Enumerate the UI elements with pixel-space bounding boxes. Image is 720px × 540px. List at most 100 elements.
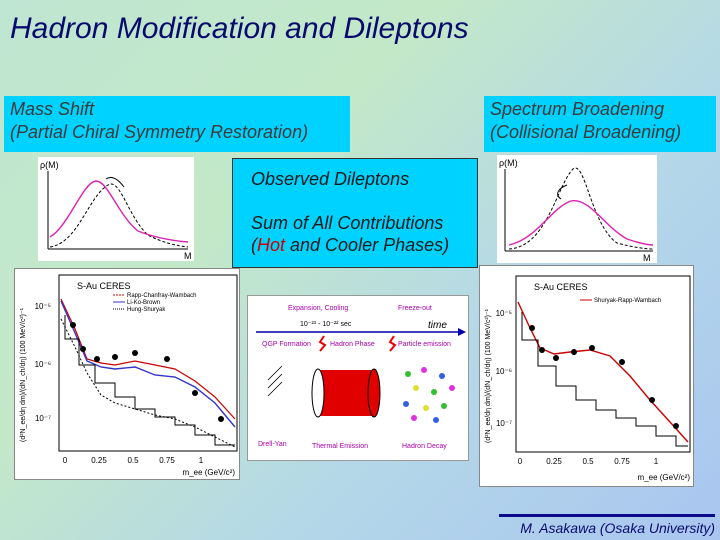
thermal-label: Thermal Emission	[312, 443, 368, 450]
plot-frame	[58, 274, 238, 452]
curve-rcw	[60, 298, 236, 420]
hadron-dot	[403, 401, 409, 407]
x-tick: 0.75	[614, 457, 630, 466]
x-tick: 0	[518, 457, 523, 466]
vacuum-curve	[508, 167, 654, 250]
y-tick: 10⁻⁷	[496, 419, 512, 428]
hadron-dot	[413, 385, 419, 391]
hadron-dot	[439, 373, 445, 379]
y-tick: 10⁻⁶	[496, 367, 512, 376]
freezeout-label: Freeze-out	[398, 305, 432, 312]
time-arrow-icon	[458, 328, 466, 336]
phases-text: (Hot and Cooler Phases)	[251, 234, 477, 256]
y-tick: 10⁻⁵	[35, 302, 51, 311]
legend-2: Li-Ko-Brown	[127, 300, 160, 306]
hadron-dot	[433, 417, 439, 423]
spectrum-title: Spectrum Broadening	[490, 99, 665, 119]
data-point	[192, 390, 198, 396]
slide-title: Hadron Modification and Dileptons	[10, 12, 469, 45]
hadron-dot	[431, 389, 437, 395]
author-footer: M. Asakawa (Osaka University)	[499, 514, 715, 536]
ceres-plot-right: (d²N_ee/dη dm)/(dN_ch/dη) (100 MeV/c²)⁻¹…	[479, 265, 694, 487]
experiment-label: S-Au CERES	[77, 281, 131, 291]
broaden-arrow	[557, 184, 568, 200]
hadron-dot	[441, 403, 447, 409]
hadron-phase-label: Hadron Phase	[330, 341, 375, 348]
phase-bolt-icon	[388, 335, 397, 352]
observed-title: Observed Dileptons	[251, 169, 410, 189]
data-point	[94, 356, 100, 362]
mass-shift-title: Mass Shift	[10, 99, 95, 119]
data-point	[112, 354, 118, 360]
observed-dileptons-box: Observed Dileptons Sum of All Contributi…	[232, 158, 478, 268]
rho-right-xlabel: M	[643, 253, 651, 263]
data-point	[619, 359, 625, 365]
curve-srw	[517, 301, 689, 443]
broadened-curve	[508, 200, 654, 246]
time-ticks: 10⁻²³ - 10⁻²² sec	[300, 321, 352, 328]
hadron-dot	[449, 385, 455, 391]
spectrum-broadening-box: Spectrum Broadening (Collisional Broaden…	[484, 96, 716, 152]
legend-1: Rapp-Chanfray-Wambach	[127, 293, 196, 299]
rho-left-ylabel: ρ(M)	[40, 160, 59, 170]
data-point	[539, 347, 545, 353]
experiment-label: S-Au CERES	[534, 282, 588, 292]
legend-3: Hung-Shuryak	[127, 307, 166, 313]
y-tick: 10⁻⁵	[496, 309, 512, 318]
data-point	[673, 423, 679, 429]
hadron-decay-label: Hadron Decay	[402, 443, 447, 450]
plot-left-xlabel: m_ee (GeV/c²)	[183, 468, 236, 477]
drell-yan-label: Drell-Yan	[258, 441, 287, 448]
phase-bolt-icon	[318, 335, 327, 352]
phases-open: (	[251, 235, 257, 255]
curve-hs	[60, 318, 236, 448]
data-point	[553, 355, 559, 361]
background-histogram	[64, 315, 235, 446]
y-tick: 10⁻⁶	[35, 360, 51, 369]
data-point	[70, 322, 76, 328]
x-tick: 0.25	[91, 456, 107, 465]
rho-left-xlabel: M	[184, 251, 192, 261]
expansion-label: Expansion, Cooling	[288, 305, 348, 312]
hot-word: Hot	[257, 235, 286, 255]
plot-right-xlabel: m_ee (GeV/c²)	[638, 473, 691, 482]
plot-left-ylabel: (d²N_ee/dη dm)/(dN_ch/dη) (100 MeV/c²)⁻¹	[20, 307, 27, 442]
drell-yan-lines	[267, 365, 283, 397]
x-tick: 1	[654, 457, 659, 466]
mass-shift-subtitle: (Partial Chiral Symmetry Restoration)	[10, 122, 309, 142]
phases-rest: and Cooler Phases)	[285, 235, 450, 255]
x-tick: 0.5	[582, 457, 594, 466]
ceres-plot-left: (d²N_ee/dη dm)/(dN_ch/dη) (100 MeV/c²)⁻¹…	[14, 268, 240, 480]
data-point	[80, 346, 86, 352]
hadron-dot	[411, 415, 417, 421]
dilepton-emission-diagram: Expansion, Cooling Freeze-out 10⁻²³ - 10…	[247, 295, 469, 461]
hadron-dot	[421, 367, 427, 373]
plot-right-ylabel: (d²N_ee/dη dm)/(dN_ch/dη) (100 MeV/c²)⁻¹	[485, 308, 492, 443]
x-tick: 1	[199, 456, 204, 465]
qgp-label: QGP Formation	[262, 341, 311, 348]
thermal-right-cap	[367, 368, 381, 418]
spectrum-subtitle: (Collisional Broadening)	[490, 122, 682, 142]
data-point	[218, 416, 224, 422]
plot-frame	[515, 275, 691, 453]
rho-mass-shift-plot: ρ(M) M	[38, 157, 194, 261]
thermal-left-cap	[311, 368, 325, 418]
shifted-curve	[49, 180, 189, 243]
background-histogram	[521, 312, 688, 447]
shift-arrow	[105, 176, 125, 188]
mass-shift-box: Mass Shift (Partial Chiral Symmetry Rest…	[4, 96, 350, 152]
data-point	[132, 350, 138, 356]
hadron-dot	[405, 371, 411, 377]
y-tick: 10⁻⁷	[35, 414, 51, 423]
data-point	[649, 397, 655, 403]
x-tick: 0.5	[127, 456, 139, 465]
time-label: time	[428, 320, 447, 331]
thermal-source	[318, 370, 374, 416]
x-tick: 0.75	[159, 456, 175, 465]
data-point	[529, 325, 535, 331]
data-point	[589, 345, 595, 351]
hadron-dot	[423, 405, 429, 411]
observed-sum-line: Sum of All Contributions (Hot and Cooler…	[251, 212, 477, 256]
particle-emission-label: Particle emission	[398, 341, 451, 348]
x-tick: 0	[63, 456, 68, 465]
